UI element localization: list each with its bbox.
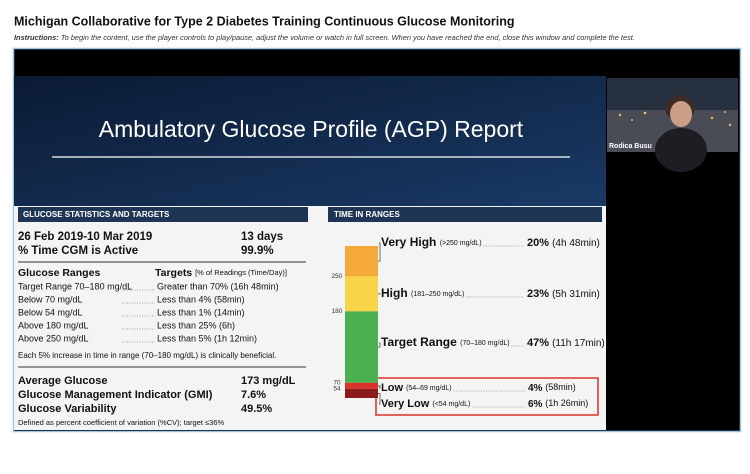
tir-range: (70–180 mg/dL) xyxy=(460,340,509,347)
tir-time: (11h 17min) xyxy=(552,338,605,349)
instructions: Instructions: To begin the content, use … xyxy=(14,33,635,42)
tir-heading: TIME IN RANGES xyxy=(334,210,400,219)
range-target: Greater than 70% (16h 48min) xyxy=(157,281,279,291)
instructions-label: Instructions: xyxy=(14,33,59,42)
tir-time: (1h 26min) xyxy=(545,398,588,408)
tir-segment xyxy=(345,276,378,312)
page-title: Michigan Collaborative for Type 2 Diabet… xyxy=(14,14,515,28)
tir-value-label: 6% xyxy=(528,399,543,410)
tir-name: Low xyxy=(381,382,403,394)
tir-range: (181–250 mg/dL) xyxy=(411,291,464,298)
cgm-value: 99.9% xyxy=(241,245,274,257)
targets-header: Targets [% of Readings (Time/Day)] xyxy=(155,267,287,279)
tir-segment xyxy=(345,382,378,389)
tir-time: (4h 48min) xyxy=(552,238,600,249)
period: 26 Feb 2019-10 Mar 2019 xyxy=(18,231,152,243)
metric-label: Average Glucose xyxy=(18,375,107,387)
connector xyxy=(378,342,381,348)
connector xyxy=(378,242,381,262)
metric-value: 49.5% xyxy=(241,403,272,415)
instructions-text: To begin the content, use the player con… xyxy=(61,33,635,42)
ranges-header: Glucose Ranges xyxy=(18,267,100,279)
tir-name: Very High xyxy=(381,235,436,249)
tir-name: High xyxy=(381,286,408,300)
tir-range: (<54 mg/dL) xyxy=(432,401,470,408)
tir-tick-label: 54 xyxy=(333,386,341,393)
tir-value: 4% (58min) xyxy=(528,382,576,393)
range-label: Below 54 mg/dL xyxy=(18,307,83,317)
tir-segment xyxy=(345,246,378,277)
stats-heading: GLUCOSE STATISTICS AND TARGETS xyxy=(23,210,170,219)
stats-heading-bar xyxy=(18,207,308,222)
tir-heading-bar xyxy=(328,207,602,222)
tir-label: Very High (>250 mg/dL) xyxy=(381,235,482,249)
footnote: Defined as percent coefficient of variat… xyxy=(18,418,224,427)
tir-value: 6% (1h 26min) xyxy=(528,398,588,409)
metric-value: 173 mg/dL xyxy=(241,375,296,387)
tir-segment xyxy=(345,388,378,398)
connector xyxy=(378,385,381,389)
tir-name: Very Low xyxy=(381,398,430,410)
tir-value-label: 4% xyxy=(528,383,543,394)
tir-tick-label: 250 xyxy=(332,273,343,280)
tir-label: Target Range (70–180 mg/dL) xyxy=(381,335,510,349)
range-target: Less than 5% (1h 12min) xyxy=(157,333,257,343)
range-target: Less than 4% (58min) xyxy=(157,294,245,304)
slide-header xyxy=(14,76,606,206)
range-label: Target Range 70–180 mg/dL xyxy=(18,281,132,291)
tir-value: 47% (11h 17min) xyxy=(527,337,605,349)
tir-value: 23% (5h 31min) xyxy=(527,288,600,300)
webcam-body xyxy=(655,128,707,172)
webcam-name: Rodica Busu xyxy=(609,143,652,150)
tir-segment xyxy=(345,311,378,383)
range-target: Less than 25% (6h) xyxy=(157,320,235,330)
tir-value-label: 47% xyxy=(527,337,549,349)
range-target: Less than 1% (14min) xyxy=(157,307,245,317)
note: Each 5% increase in time in range (70–18… xyxy=(18,351,276,360)
tir-tick-label: 70 xyxy=(333,380,341,387)
tir-range: (54–69 mg/dL) xyxy=(406,385,452,392)
webcam-lights xyxy=(618,111,732,127)
days: 13 days xyxy=(241,231,283,243)
tir-label: Very Low (<54 mg/dL) xyxy=(381,398,470,410)
tir-value-label: 20% xyxy=(527,237,549,249)
connector xyxy=(378,393,381,405)
webcam-face xyxy=(670,101,692,127)
metric-value: 7.6% xyxy=(241,389,266,401)
tir-value: 20% (4h 48min) xyxy=(527,237,600,249)
slide-title: Ambulatory Glucose Profile (AGP) Report xyxy=(99,116,524,142)
targets-note: [% of Readings (Time/Day)] xyxy=(195,268,287,277)
tir-value-label: 23% xyxy=(527,288,549,300)
tir-label: High (181–250 mg/dL) xyxy=(381,286,464,300)
tir-name: Target Range xyxy=(381,335,457,349)
tir-label: Low (54–69 mg/dL) xyxy=(381,382,452,394)
tir-range: (>250 mg/dL) xyxy=(440,240,482,247)
metric-label: Glucose Variability xyxy=(18,403,117,415)
cgm-label: % Time CGM is Active xyxy=(18,245,138,257)
report xyxy=(14,206,606,430)
tir-time: (58min) xyxy=(545,382,576,392)
range-label: Above 250 mg/dL xyxy=(18,333,89,343)
range-label: Below 70 mg/dL xyxy=(18,294,83,304)
metric-label: Glucose Management Indicator (GMI) xyxy=(18,389,213,401)
targets-header-text: Targets xyxy=(155,267,192,279)
tir-tick-label: 180 xyxy=(332,308,343,315)
tir-time: (5h 31min) xyxy=(552,289,600,300)
range-label: Above 180 mg/dL xyxy=(18,320,89,330)
